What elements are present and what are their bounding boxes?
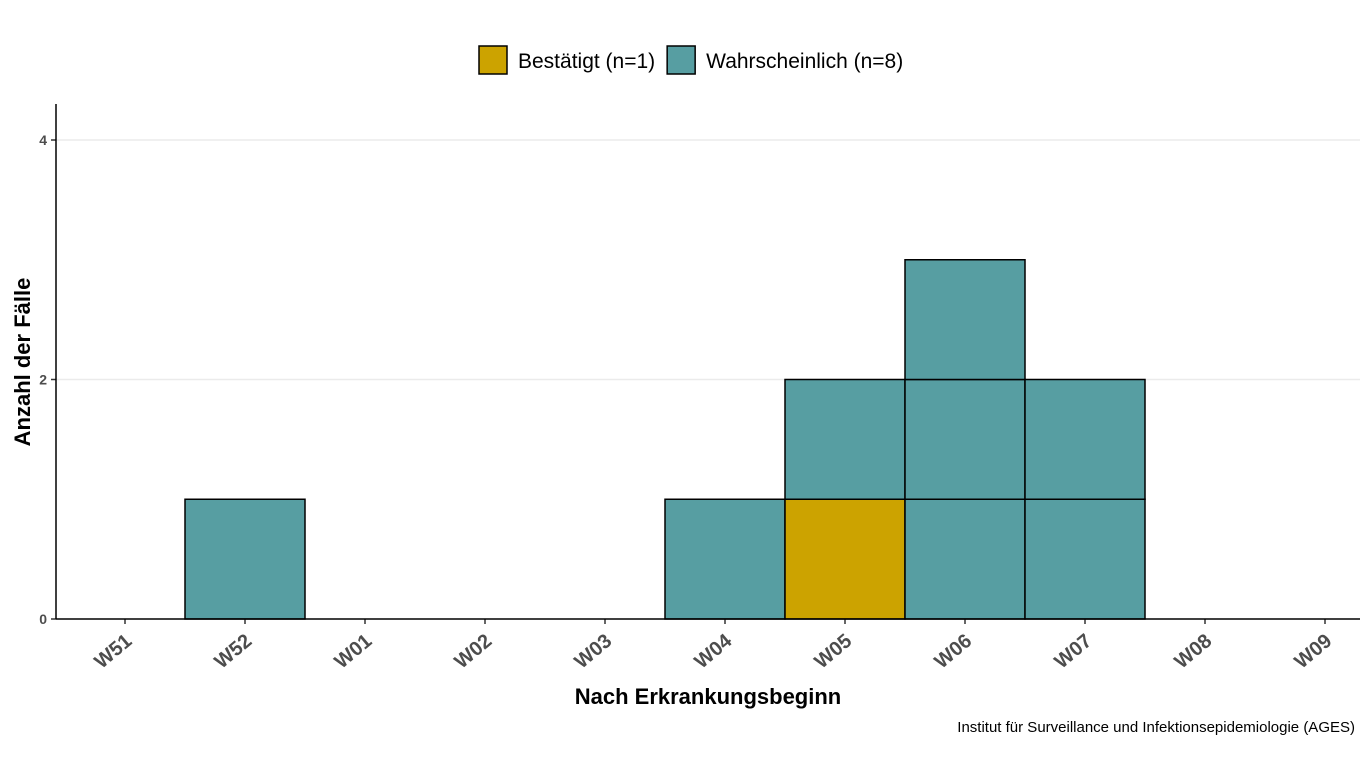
gridlines	[56, 139, 1360, 381]
y-axis-title: Anzahl der Fälle	[10, 278, 35, 447]
x-tick-label: W02	[451, 630, 497, 673]
bar-tile	[904, 378, 1026, 500]
x-tick-label: W07	[1051, 630, 1097, 673]
legend-label: Bestätigt (n=1)	[518, 50, 655, 73]
y-tick-label: 4	[39, 132, 47, 148]
bar-tile	[184, 498, 306, 620]
x-tick-label: W06	[931, 630, 977, 673]
bar-tile	[904, 498, 1026, 620]
legend-swatch	[478, 45, 508, 75]
bar-tile	[1024, 498, 1146, 620]
y-tick-label: 0	[39, 611, 47, 627]
x-tick-label: W05	[811, 630, 857, 673]
x-tick-label: W03	[571, 630, 617, 673]
caption: Institut für Surveillance und Infektions…	[957, 719, 1355, 736]
bar-tile	[784, 378, 906, 500]
bar-tile	[1024, 378, 1146, 500]
bars	[184, 259, 1146, 620]
y-tick-label: 2	[39, 372, 47, 388]
x-tick-label: W09	[1291, 630, 1337, 673]
legend: Bestätigt (n=1) Wahrscheinlich (n=8)	[478, 45, 903, 75]
x-tick-label: W52	[211, 630, 257, 673]
x-tick-label: W08	[1171, 630, 1217, 673]
x-axis-title: Nach Erkrankungsbeginn	[575, 684, 842, 709]
bar-tile	[784, 498, 906, 620]
legend-swatch	[666, 45, 696, 75]
x-tick-label: W01	[331, 630, 377, 673]
bar-tile	[904, 259, 1026, 381]
x-tick-label: W04	[691, 629, 737, 673]
x-tick-label: W51	[91, 630, 137, 673]
bar-tile	[664, 498, 786, 620]
legend-label: Wahrscheinlich (n=8)	[706, 50, 903, 73]
